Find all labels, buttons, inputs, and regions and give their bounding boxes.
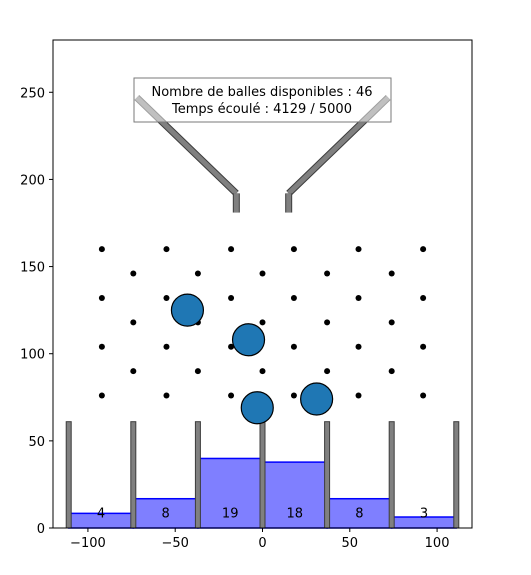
peg xyxy=(130,319,137,326)
ball xyxy=(300,382,334,416)
peg xyxy=(259,319,266,326)
bin-wall xyxy=(130,421,137,529)
y-tick-label: 0 xyxy=(37,522,45,537)
peg xyxy=(420,246,427,253)
peg xyxy=(355,343,362,350)
y-tick-label: 100 xyxy=(20,348,45,363)
bin-wall xyxy=(388,421,395,529)
bin-count-label: 4 xyxy=(97,507,105,522)
y-tick-label: 200 xyxy=(20,173,45,188)
bin-wall xyxy=(65,421,72,529)
peg xyxy=(388,319,395,326)
peg xyxy=(420,343,427,350)
peg xyxy=(290,246,297,253)
peg xyxy=(163,343,170,350)
x-tick-label: −50 xyxy=(161,536,188,551)
peg xyxy=(259,368,266,375)
peg xyxy=(388,368,395,375)
status-box: Nombre de balles disponibles : 46 Temps … xyxy=(133,77,392,123)
bin-wall xyxy=(324,421,331,529)
peg xyxy=(163,246,170,253)
ticks-layer: −100 −50 0 50 100 0 50 100 150 200 250 xyxy=(20,86,449,551)
peg xyxy=(355,246,362,253)
peg xyxy=(194,368,201,375)
ball xyxy=(240,391,274,425)
peg xyxy=(98,392,105,399)
bin-count-label: 8 xyxy=(355,507,363,522)
peg xyxy=(163,294,170,301)
peg xyxy=(324,270,331,277)
peg xyxy=(228,246,235,253)
ball xyxy=(170,293,205,327)
peg xyxy=(194,270,201,277)
bin-count-label: 8 xyxy=(161,507,169,522)
peg xyxy=(420,294,427,301)
x-tick-label: 0 xyxy=(258,536,266,551)
bin-count-label: 3 xyxy=(420,507,428,522)
peg xyxy=(163,392,170,399)
peg xyxy=(420,392,427,399)
bin-wall xyxy=(259,421,266,529)
plot-layer: 4 8 19 18 8 3 xyxy=(65,94,460,529)
peg xyxy=(98,246,105,253)
ball xyxy=(231,323,266,357)
x-tick-label: −100 xyxy=(70,536,106,551)
peg xyxy=(228,343,235,350)
peg xyxy=(324,319,331,326)
y-tick-label: 150 xyxy=(20,261,45,276)
status-box-frame xyxy=(133,77,392,123)
peg xyxy=(98,343,105,350)
bin-wall xyxy=(453,421,460,529)
bin-count-label: 18 xyxy=(287,507,304,522)
bin-wall xyxy=(194,421,201,529)
status-line-balls: Nombre de balles disponibles : 46 xyxy=(151,85,372,100)
x-tick-label: 50 xyxy=(342,536,359,551)
peg xyxy=(98,294,105,301)
peg xyxy=(228,294,235,301)
peg xyxy=(290,392,297,399)
x-tick-label: 100 xyxy=(425,536,450,551)
peg xyxy=(259,270,266,277)
peg xyxy=(228,392,235,399)
peg xyxy=(130,270,137,277)
peg xyxy=(290,343,297,350)
y-tick-label: 50 xyxy=(28,435,45,450)
peg xyxy=(290,294,297,301)
peg xyxy=(355,294,362,301)
peg xyxy=(355,392,362,399)
status-line-time: Temps écoulé : 4129 / 5000 xyxy=(171,102,352,117)
peg xyxy=(388,270,395,277)
peg xyxy=(324,368,331,375)
peg xyxy=(130,368,137,375)
bin-count-label: 19 xyxy=(222,507,239,522)
y-tick-label: 250 xyxy=(20,86,45,101)
